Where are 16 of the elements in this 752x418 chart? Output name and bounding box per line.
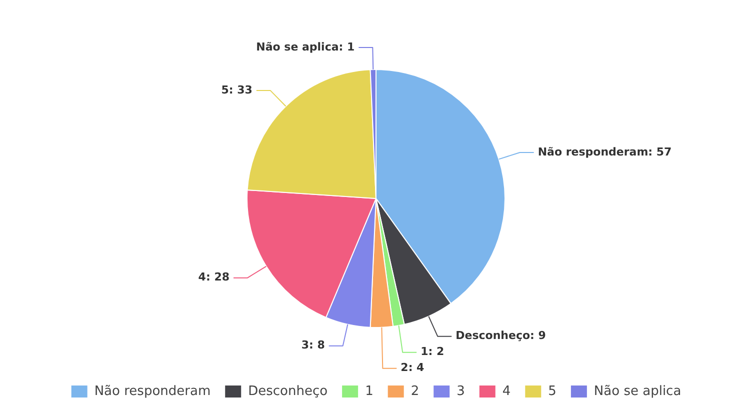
- legend-label: 1: [365, 384, 374, 399]
- legend-label: Desconheço: [248, 384, 328, 399]
- legend-label: 3: [456, 384, 465, 399]
- data-label: 3: 8: [301, 338, 325, 352]
- data-label: 2: 4: [400, 361, 425, 374]
- legend-label: Não responderam: [94, 384, 211, 399]
- data-label: Não responderam: 57: [538, 145, 672, 158]
- data-label: Desconheço: 9: [456, 329, 546, 342]
- legend-label: 2: [410, 384, 420, 399]
- data-label: Não se aplica: 1: [256, 40, 355, 54]
- data-label: 4: 28: [198, 270, 230, 284]
- legend-label: 4: [502, 384, 511, 399]
- data-label: 1: 2: [420, 345, 444, 358]
- legend-label: 5: [548, 384, 556, 399]
- data-label: 5: 33: [221, 83, 252, 96]
- legend-label: Não se aplica: [594, 384, 682, 399]
